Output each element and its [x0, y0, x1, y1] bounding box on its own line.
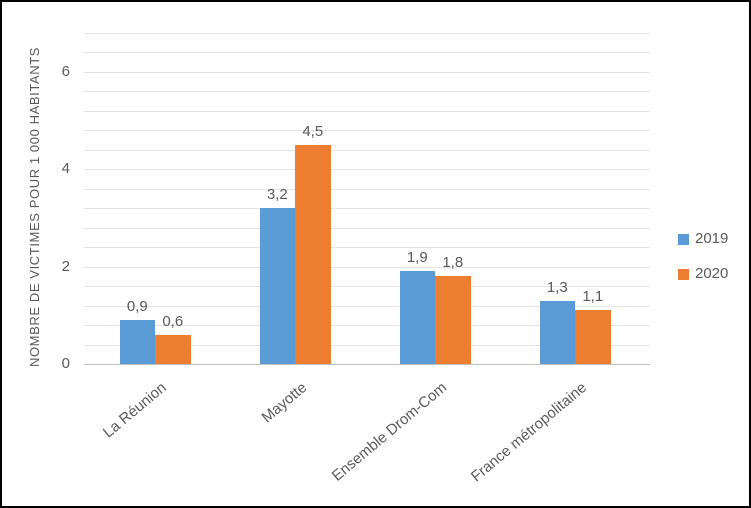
x-axis-line [84, 364, 650, 365]
category-label-la-reunion: La Réunion [100, 379, 170, 442]
gridline [84, 305, 650, 307]
data-label-2020-mayotte: 4,5 [302, 122, 324, 140]
gridline [84, 110, 650, 112]
gridline [84, 52, 650, 53]
gridline [84, 208, 650, 209]
gridline [84, 91, 650, 92]
gridline [84, 169, 650, 170]
bar-2020-la-reunion [155, 334, 191, 364]
gridline [84, 130, 650, 131]
data-label-2019-france-metropolitaine: 1,3 [546, 278, 568, 296]
data-label-2020-ensemble-drom-com: 1,8 [442, 254, 464, 272]
bar-2020-ensemble-drom-com [435, 276, 471, 364]
gridline [84, 247, 650, 248]
gridline [84, 286, 650, 287]
y-tick-label: 0 [61, 355, 70, 372]
bar-2019-mayotte [259, 208, 295, 364]
category-label-france-metropolitaine: France métropolitaine [467, 379, 590, 486]
data-label-2019-ensemble-drom-com: 1,9 [406, 249, 428, 267]
gridline [84, 149, 650, 151]
category-label-mayotte: Mayotte [258, 379, 310, 427]
data-label-2020-la-reunion: 0,6 [162, 312, 184, 330]
gridline [84, 227, 650, 229]
gridline [84, 32, 650, 34]
gridline [84, 266, 650, 268]
data-label-2019-la-reunion: 0,9 [126, 298, 148, 316]
gridline [84, 344, 650, 346]
bar-2019-france-metropolitaine [539, 300, 575, 364]
category-label-ensemble-drom-com: Ensemble Drom-Com [328, 379, 450, 485]
y-tick-label: 4 [61, 160, 70, 177]
data-label-2020-france-metropolitaine: 1,1 [582, 288, 604, 306]
y-tick-label: 6 [61, 62, 70, 80]
data-label-2019-mayotte: 3,2 [266, 186, 288, 203]
bar-2020-mayotte [295, 144, 331, 364]
gridline [84, 188, 650, 190]
gridline [84, 71, 650, 73]
bar-2019-ensemble-drom-com [399, 271, 435, 364]
gridline [84, 325, 650, 326]
bar-2019-la-reunion [119, 320, 155, 364]
y-tick-label: 2 [61, 257, 70, 275]
bar-2020-france-metropolitaine [575, 310, 611, 364]
